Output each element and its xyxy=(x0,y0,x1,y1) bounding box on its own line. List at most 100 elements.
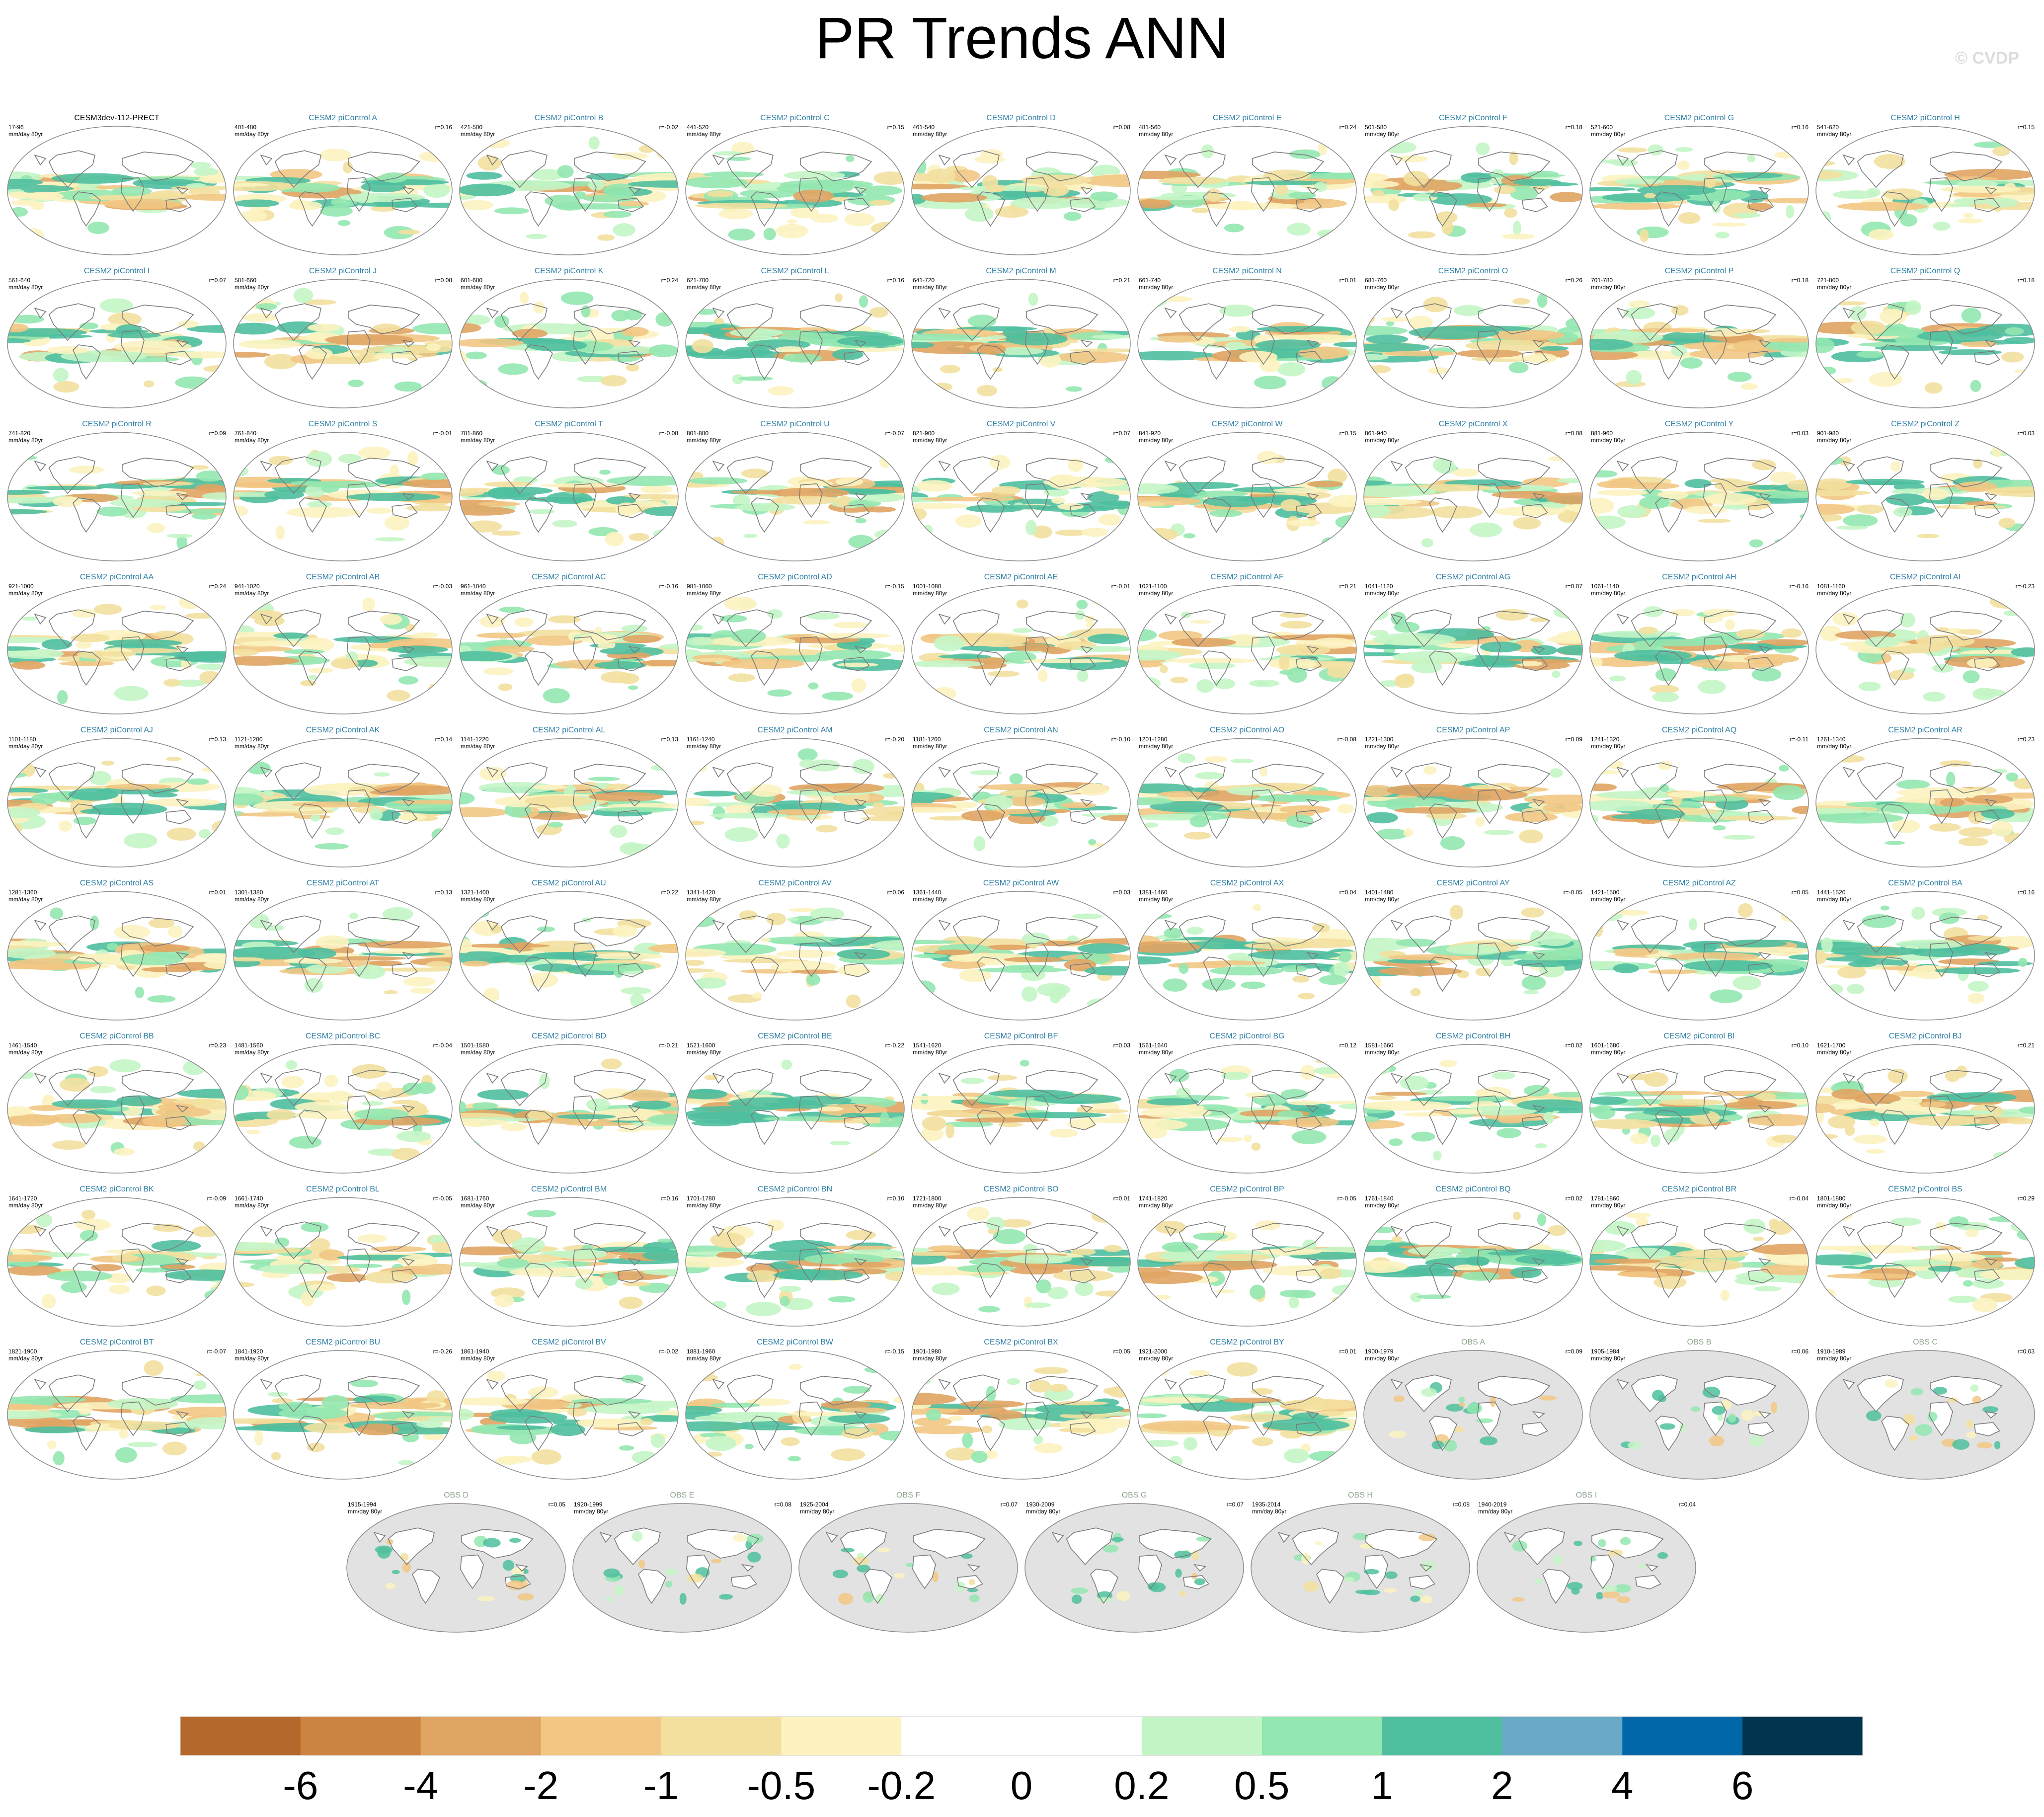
coastline xyxy=(574,1222,646,1253)
coastline xyxy=(572,330,597,365)
map-border xyxy=(1137,585,1357,714)
coastline xyxy=(1296,504,1322,519)
panel-units: mm/day 80yr xyxy=(461,743,495,750)
coastline xyxy=(1390,1225,1403,1237)
panel-title: CESM2 piControl J xyxy=(309,267,377,275)
coastline xyxy=(1070,198,1096,213)
coastline xyxy=(486,919,499,931)
panel-units: mm/day 80yr xyxy=(687,1049,721,1056)
coastline xyxy=(1758,1411,1771,1419)
coastline xyxy=(574,457,646,487)
coastline xyxy=(373,1531,386,1543)
coastline xyxy=(299,650,327,686)
coastline xyxy=(731,1575,757,1590)
map-border xyxy=(1815,1197,2035,1327)
coastline xyxy=(1857,303,1904,341)
coastline xyxy=(1984,186,1997,195)
coastline xyxy=(1026,1222,1099,1253)
panel-title: CESM2 piControl BH xyxy=(1436,1032,1510,1040)
panel-title: CESM2 piControl Z xyxy=(1891,420,1960,428)
panel-units: mm/day 80yr xyxy=(1139,743,1173,750)
panel-years: 1401-1480 xyxy=(1365,889,1394,896)
coastline xyxy=(1984,339,1997,348)
coastline xyxy=(401,1411,415,1419)
map-background xyxy=(799,1503,1018,1632)
coastline xyxy=(844,504,870,519)
coastline xyxy=(1429,803,1457,839)
panel-years: 1021-1100 xyxy=(1139,583,1167,590)
map-border xyxy=(459,1044,679,1174)
coastline xyxy=(1522,351,1548,366)
coastline xyxy=(1179,1221,1226,1260)
coastline xyxy=(952,303,1000,341)
coastline xyxy=(618,351,644,366)
coastline xyxy=(741,1564,754,1572)
panel-years: 661-740 xyxy=(1139,277,1161,284)
coastline xyxy=(967,1564,980,1572)
panel-title: CESM2 piControl A xyxy=(309,114,377,122)
coastline xyxy=(574,304,646,334)
coastline xyxy=(348,610,420,640)
coastline xyxy=(844,1116,870,1131)
coastline xyxy=(122,304,194,334)
coastline xyxy=(1306,798,1319,807)
panel-years: 1821-1900 xyxy=(8,1348,37,1355)
coastline xyxy=(726,1374,774,1413)
coastline xyxy=(1758,645,1771,654)
coastline xyxy=(274,762,321,800)
panel-r-value: r=0.07 xyxy=(209,277,227,284)
coastline xyxy=(165,504,192,519)
panel-title: CESM2 piControl BU xyxy=(306,1338,380,1346)
map-border xyxy=(1589,126,1809,255)
coastline xyxy=(800,457,872,487)
coastline xyxy=(854,1105,867,1113)
map-border xyxy=(1815,585,2035,714)
coastline xyxy=(1139,1528,1212,1559)
panel-years: 1041-1120 xyxy=(1365,583,1393,590)
coastline xyxy=(1292,1527,1339,1566)
coastline xyxy=(260,307,273,319)
panel-units: mm/day 80yr xyxy=(1817,131,1851,138)
coastline xyxy=(1857,150,1904,188)
panel-r-value: r=0.01 xyxy=(209,889,227,896)
coastline xyxy=(1026,457,1099,487)
coastline xyxy=(175,1411,189,1419)
coastline xyxy=(1842,1378,1855,1390)
coastline xyxy=(392,963,418,978)
coastline xyxy=(122,1069,194,1100)
coastline xyxy=(346,483,371,518)
coastline xyxy=(798,483,823,518)
map-background xyxy=(1477,1503,1696,1632)
coastline xyxy=(120,1095,145,1130)
panel-units: mm/day 80yr xyxy=(687,1355,721,1362)
coastline xyxy=(120,1248,145,1283)
panel-r-value: r=0.13 xyxy=(435,889,453,896)
coastline xyxy=(1974,1422,2000,1437)
coastline xyxy=(73,497,101,533)
coastline xyxy=(1390,154,1403,166)
coastline xyxy=(1429,1416,1457,1451)
coastline xyxy=(800,304,872,334)
coastline xyxy=(1080,1411,1093,1419)
coastline xyxy=(712,919,725,931)
panel-units: mm/day 80yr xyxy=(235,131,269,138)
coastline xyxy=(1748,504,1774,519)
coastline xyxy=(73,1263,101,1298)
map-border xyxy=(685,432,905,561)
coastline xyxy=(1024,1095,1049,1130)
coastline xyxy=(299,344,327,380)
panel-r-value: r=-0.08 xyxy=(659,430,679,437)
panel-title: OBS C xyxy=(1913,1338,1938,1346)
coastline xyxy=(628,1105,641,1113)
panel-years: 1761-1840 xyxy=(1365,1195,1394,1202)
coastline xyxy=(1364,1554,1388,1589)
coastline xyxy=(1842,1225,1855,1237)
coastline xyxy=(1703,636,1727,671)
panel-r-value: r=0.18 xyxy=(1792,277,1809,284)
